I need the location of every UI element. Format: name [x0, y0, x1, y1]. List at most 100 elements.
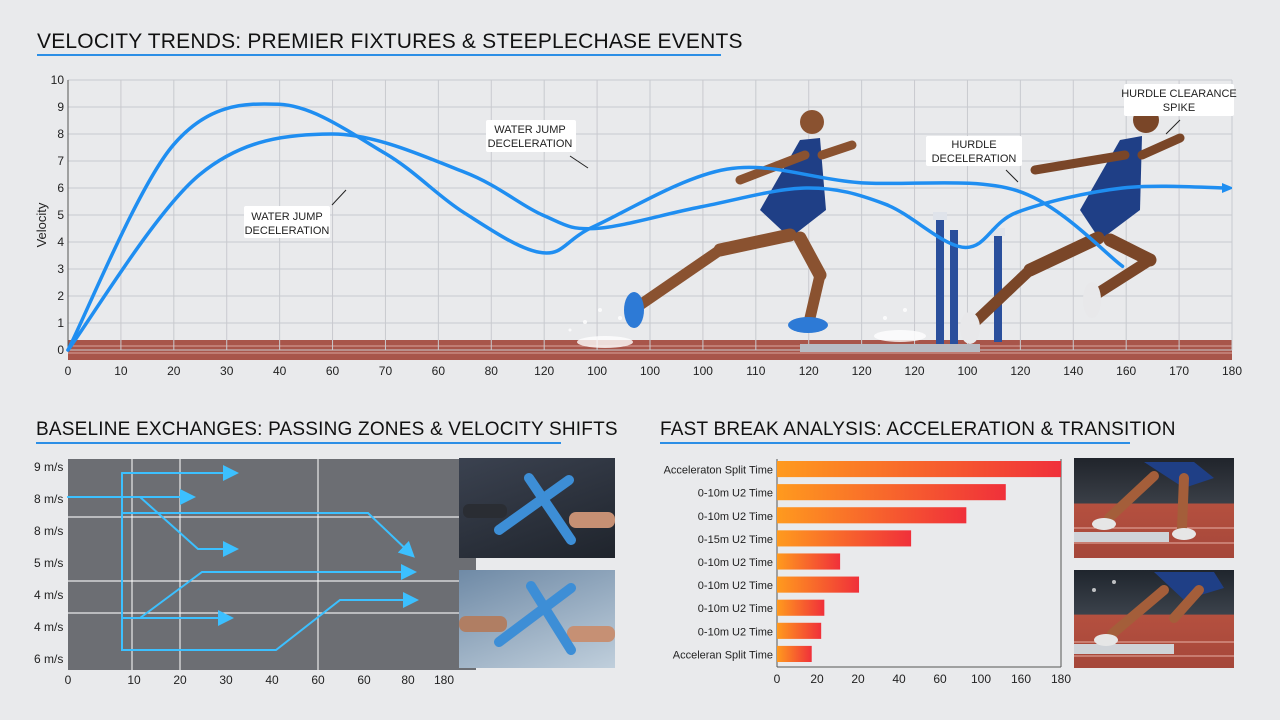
runner-figure-icon	[624, 110, 857, 333]
annotation-text: HURDLE CLEARANCE	[1121, 88, 1237, 100]
top-x-tick-label: 120	[1010, 364, 1030, 378]
top-x-tick-label: 30	[220, 364, 234, 378]
top-x-tick-label: 110	[746, 364, 765, 378]
top-y-tick-label: 10	[51, 73, 65, 87]
velocity-series-line	[66, 132, 1228, 352]
relay-baton-photo	[459, 570, 615, 668]
bar	[777, 599, 825, 616]
bl-y-tick-label: 4 m/s	[34, 588, 63, 602]
sprinter-start-photo	[1074, 458, 1234, 558]
velocity-series-line	[66, 102, 1125, 352]
top-chart: 0 1 2 3 4 5 6 7 8 9 10 0 10 20 30 40 60 70 60 80 120 100 100 1…	[34, 73, 1242, 378]
top-x-tick-label: 100	[587, 364, 607, 378]
bl-x-tick-label: 10	[127, 673, 141, 687]
annotation-text: HURDLE	[951, 139, 996, 151]
top-x-tick-label: 100	[957, 364, 977, 378]
top-x-tick-label: 60	[326, 364, 340, 378]
runner-figure-icon	[960, 107, 1185, 344]
bl-x-tick-label: 20	[173, 673, 187, 687]
annotation-hurdle-deceleration: HURDLE DECELERATION	[926, 136, 1022, 183]
top-x-tick-label: 140	[1063, 364, 1083, 378]
top-x-tick-label: 10	[114, 364, 128, 378]
br-x-tick-label: 40	[892, 672, 906, 686]
bottom-left-title-underline	[36, 442, 561, 444]
bl-y-tick-label: 8 m/s	[34, 492, 63, 506]
top-x-tick-label: 170	[1169, 364, 1189, 378]
bar-category-label: Acceleraton Split Time	[664, 465, 773, 477]
baton-icon	[494, 475, 574, 535]
top-x-tick-label: 0	[65, 364, 72, 378]
bar	[777, 645, 812, 662]
annotation-text: SPIKE	[1163, 102, 1195, 114]
top-y-axis-label: Velocity	[34, 202, 49, 247]
relay-baton-photo	[459, 458, 615, 558]
water-splash-icon	[568, 308, 926, 348]
bl-y-tick-label: 8 m/s	[34, 524, 63, 538]
annotation-text: DECELERATION	[245, 225, 330, 237]
top-x-tick-label: 120	[852, 364, 872, 378]
annotation-text: WATER JUMP	[494, 124, 566, 136]
bar-category-label: Acceleran Split Time	[673, 649, 773, 661]
top-x-tick-label: 120	[799, 364, 819, 378]
passing-zone-arrows	[67, 465, 419, 651]
sprinter-start-photo	[1074, 570, 1234, 668]
fast-break-bar-chart: Acceleraton Split Time 0-10m U2 Time 0-10m…	[664, 459, 1071, 686]
br-x-tick-label: 100	[971, 672, 991, 686]
baton-icon	[526, 581, 576, 655]
bl-x-tick-label: 180	[434, 673, 454, 687]
annotation-text: DECELERATION	[488, 138, 573, 150]
top-y-tick-label: 1	[57, 316, 64, 330]
bottom-left-title: Baseline Exchanges: Passing Zones & Velo…	[36, 419, 618, 440]
top-x-tick-label: 100	[693, 364, 713, 378]
passing-zones-panel	[68, 459, 476, 670]
bl-x-tick-label: 40	[265, 673, 279, 687]
bar-category-label: 0-10m U2 Time	[698, 626, 773, 638]
bl-y-tick-label: 6 m/s	[34, 652, 63, 666]
top-x-tick-label: 100	[640, 364, 660, 378]
baton-icon	[524, 473, 576, 545]
br-x-tick-label: 0	[774, 672, 781, 686]
top-x-tick-label: 80	[485, 364, 499, 378]
top-y-tick-label: 0	[57, 343, 64, 357]
bar	[777, 461, 1061, 478]
top-x-tick-label: 120	[534, 364, 554, 378]
top-x-tick-label: 160	[1116, 364, 1136, 378]
bar	[777, 507, 967, 524]
top-y-tick-label: 4	[57, 235, 64, 249]
bl-x-tick-label: 60	[357, 673, 371, 687]
br-x-tick-label: 60	[933, 672, 947, 686]
bar-category-label: 0-10m U2 Time	[698, 488, 773, 500]
br-x-tick-label: 160	[1011, 672, 1031, 686]
br-x-tick-label: 180	[1051, 672, 1071, 686]
bottom-right-title: Fast Break Analysis: Acceleration & Tran…	[660, 419, 1176, 440]
bl-y-tick-label: 5 m/s	[34, 556, 63, 570]
top-y-tick-label: 2	[57, 289, 64, 303]
annotation-text: WATER JUMP	[251, 211, 323, 223]
bar	[777, 576, 860, 593]
br-x-tick-label: 20	[810, 672, 824, 686]
bar	[777, 484, 1006, 501]
top-title-underline	[37, 54, 721, 56]
bl-x-tick-label: 0	[65, 673, 72, 687]
top-y-tick-label: 3	[57, 262, 64, 276]
top-chart-title: Velocity Trends: Premier Fixtures & Stee…	[37, 30, 743, 53]
passing-zones-chart: 9 m/s 8 m/s 8 m/s 5 m/s 4 m/s 4 m/s 6 m/s 0 10 2…	[34, 459, 476, 687]
annotation-text: DECELERATION	[932, 153, 1017, 165]
hurdle-icon	[991, 228, 1005, 342]
bl-y-tick-label: 4 m/s	[34, 620, 63, 634]
annotation-water-jump-1: WATER JUMP DECELERATION	[244, 189, 347, 238]
bar-category-label: 0-15m U2 Time	[698, 534, 773, 546]
hurdle-icon	[800, 212, 980, 352]
top-y-tick-label: 6	[57, 181, 64, 195]
top-y-tick-label: 8	[57, 127, 64, 141]
bar-category-label: 0-10m U2 Time	[698, 603, 773, 615]
top-x-tick-label: 70	[379, 364, 393, 378]
bar	[777, 530, 912, 547]
bar-category-label: 0-10m U2 Time	[698, 511, 773, 523]
br-x-tick-label: 20	[851, 672, 865, 686]
baton-icon	[494, 583, 576, 647]
top-x-tick-label: 120	[905, 364, 925, 378]
bar-category-label: 0-10m U2 Time	[698, 557, 773, 569]
top-y-tick-label: 7	[57, 154, 64, 168]
bl-x-tick-label: 80	[401, 673, 415, 687]
